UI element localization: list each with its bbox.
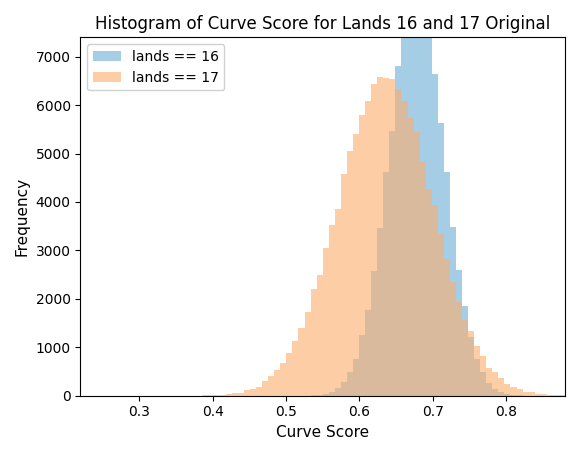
Bar (510, 394, 517, 396)
Bar (359, 115, 365, 396)
Bar (474, 346, 480, 396)
Bar (353, 359, 359, 396)
Bar (517, 389, 523, 396)
Bar (322, 248, 329, 396)
Bar (432, 205, 438, 396)
Bar (226, 394, 232, 396)
Bar (486, 383, 492, 396)
Bar (541, 394, 547, 396)
Bar (480, 372, 486, 396)
Bar (438, 234, 444, 396)
Bar (371, 271, 377, 396)
Bar (456, 270, 462, 396)
Bar (244, 390, 250, 396)
Bar (456, 302, 462, 396)
Bar (547, 395, 553, 396)
Bar (450, 282, 456, 396)
Bar (419, 9, 426, 396)
Bar (383, 78, 389, 396)
Bar (401, 101, 408, 396)
Bar (389, 79, 396, 396)
Bar (492, 389, 498, 396)
Bar (317, 395, 322, 396)
Bar (528, 392, 535, 396)
Bar (317, 275, 322, 396)
Bar (304, 312, 310, 396)
Bar (335, 209, 341, 396)
Bar (220, 395, 226, 396)
Y-axis label: Frequency: Frequency (15, 177, 30, 256)
Bar (396, 66, 401, 396)
Bar (238, 393, 244, 396)
Bar (414, 132, 419, 396)
Bar (474, 359, 480, 396)
Bar (462, 320, 468, 396)
X-axis label: Curve Score: Curve Score (276, 425, 369, 440)
Bar (426, 189, 432, 396)
Bar (353, 134, 359, 396)
Bar (492, 372, 498, 396)
Bar (408, 1, 414, 396)
Bar (280, 363, 287, 396)
Legend: lands == 16, lands == 17: lands == 16, lands == 17 (88, 44, 224, 91)
Bar (274, 370, 280, 396)
Bar (505, 394, 510, 396)
Bar (329, 392, 335, 396)
Bar (347, 373, 353, 396)
Bar (444, 172, 450, 396)
Bar (480, 356, 486, 396)
Bar (462, 306, 468, 396)
Bar (256, 387, 262, 396)
Bar (262, 381, 268, 396)
Bar (498, 392, 505, 396)
Bar (335, 388, 341, 396)
Bar (444, 259, 450, 396)
Bar (426, 29, 432, 396)
Bar (486, 368, 492, 396)
Bar (383, 172, 389, 396)
Bar (329, 225, 335, 396)
Title: Histogram of Curve Score for Lands 16 and 17 Original: Histogram of Curve Score for Lands 16 an… (95, 15, 550, 33)
Bar (213, 395, 220, 396)
Bar (535, 394, 541, 396)
Bar (359, 335, 365, 396)
Bar (414, 0, 419, 396)
Bar (365, 101, 371, 396)
Bar (510, 387, 517, 396)
Bar (365, 310, 371, 396)
Bar (517, 395, 523, 396)
Bar (438, 123, 444, 396)
Bar (432, 74, 438, 396)
Bar (341, 382, 347, 396)
Bar (292, 341, 299, 396)
Bar (341, 174, 347, 396)
Bar (377, 77, 383, 396)
Bar (450, 227, 456, 396)
Bar (498, 378, 505, 396)
Bar (347, 151, 353, 396)
Bar (377, 228, 383, 396)
Bar (389, 131, 396, 396)
Bar (396, 90, 401, 396)
Bar (505, 384, 510, 396)
Bar (523, 392, 528, 396)
Bar (268, 375, 274, 396)
Bar (287, 353, 292, 396)
Bar (419, 161, 426, 396)
Bar (250, 389, 256, 396)
Bar (468, 331, 474, 396)
Bar (408, 118, 414, 396)
Bar (401, 34, 408, 396)
Bar (322, 394, 329, 396)
Bar (559, 394, 565, 396)
Bar (299, 328, 304, 396)
Bar (232, 393, 238, 396)
Bar (468, 337, 474, 396)
Bar (371, 84, 377, 396)
Bar (310, 289, 317, 396)
